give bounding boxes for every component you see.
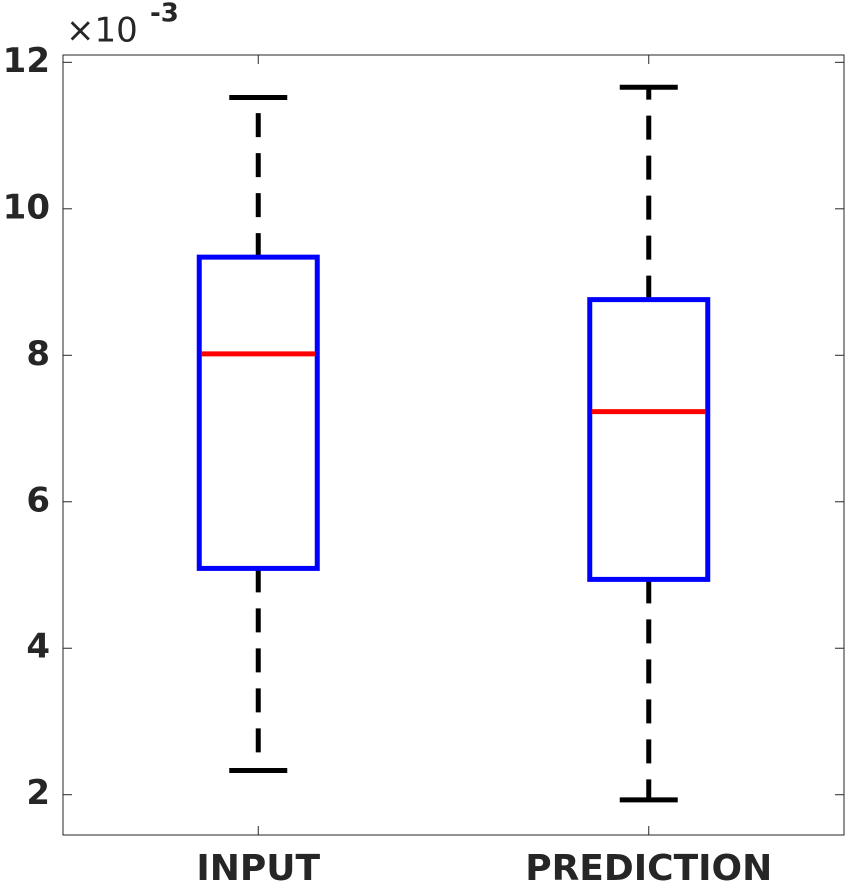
box bbox=[587, 297, 711, 582]
y-multiplier: ×10 bbox=[66, 11, 138, 51]
x-tick-label: INPUT bbox=[196, 848, 320, 885]
y-tick-label: 2 bbox=[26, 773, 50, 813]
plot-frame bbox=[62, 54, 845, 836]
y-exponent: -3 bbox=[150, 0, 179, 29]
y-tick-label: 6 bbox=[26, 480, 50, 520]
box bbox=[196, 254, 320, 571]
y-tick-label: 12 bbox=[3, 41, 50, 81]
y-tick-label: 10 bbox=[3, 187, 50, 227]
y-tick-label: 8 bbox=[26, 334, 50, 374]
y-tick-label: 4 bbox=[26, 627, 50, 667]
x-tick-label: PREDICTION bbox=[525, 848, 772, 885]
